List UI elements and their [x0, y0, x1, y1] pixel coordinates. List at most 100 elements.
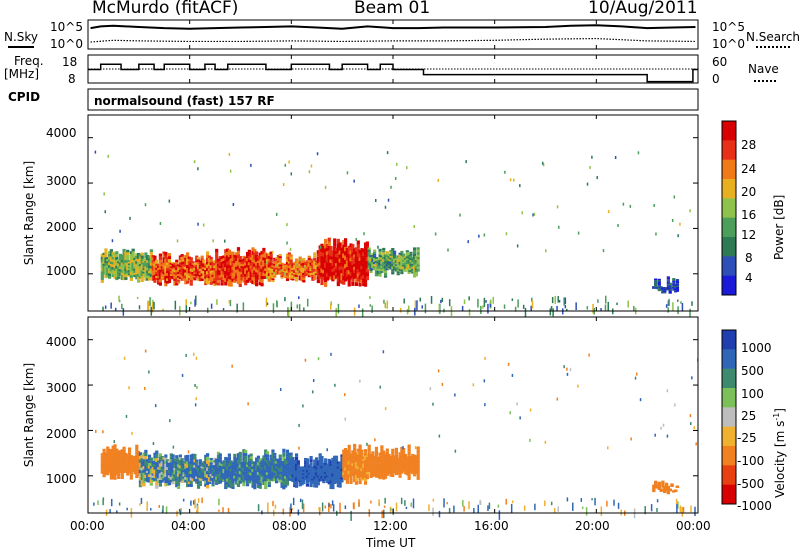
- heatmap-cell: [393, 254, 397, 257]
- heatmap-cell: [106, 259, 110, 262]
- heatmap-speck: [403, 298, 405, 304]
- heatmap-cell: [117, 476, 121, 479]
- heatmap-cell: [215, 263, 219, 267]
- heatmap-speck: [284, 297, 286, 302]
- heatmap-speck: [676, 504, 678, 513]
- heatmap-cell: [256, 255, 261, 259]
- heatmap-cell: [349, 272, 353, 276]
- heatmap-speck: [689, 209, 691, 213]
- heatmap-cell: [135, 255, 139, 259]
- power-cbar-label: Power [dB]: [772, 194, 786, 260]
- heatmap-cell: [253, 480, 257, 484]
- heatmap-cell: [173, 276, 177, 279]
- heatmap-cell: [385, 258, 389, 261]
- heatmap-cell: [304, 460, 308, 463]
- heatmap-cell: [294, 470, 299, 475]
- heatmap-cell: [137, 252, 141, 256]
- heatmap-cell: [200, 473, 204, 476]
- heatmap-speck: [152, 442, 155, 446]
- heatmap-cell: [298, 474, 302, 477]
- heatmap-cell: [374, 264, 379, 267]
- heatmap-cell: [282, 271, 286, 274]
- heatmap-cell: [260, 265, 264, 269]
- heatmap-cell: [113, 462, 117, 466]
- heatmap-cell: [160, 266, 164, 268]
- heatmap-cell: [253, 461, 257, 465]
- heatmap-cell: [267, 264, 271, 268]
- heatmap-cell: [120, 272, 124, 276]
- heatmap-cell: [195, 260, 199, 263]
- heatmap-cell: [104, 459, 108, 462]
- heatmap-cell: [325, 465, 330, 468]
- heatmap-speck: [282, 508, 285, 515]
- heatmap-cell: [331, 460, 335, 465]
- heatmap-cell: [369, 257, 373, 259]
- heatmap-cell: [278, 476, 282, 480]
- heatmap-cell: [367, 260, 371, 263]
- heatmap-cell: [264, 473, 268, 478]
- heatmap-speck: [629, 204, 632, 208]
- heatmap-cell: [198, 475, 202, 479]
- heatmap-cell: [167, 480, 172, 483]
- heatmap-cell: [236, 476, 241, 481]
- heatmap-cell: [391, 454, 395, 458]
- heatmap-cell: [296, 263, 300, 265]
- heatmap-cell: [213, 479, 217, 482]
- heatmap-cell: [276, 471, 281, 474]
- heatmap-cell: [153, 478, 157, 481]
- heatmap-cell: [106, 463, 110, 467]
- heatmap-cell: [209, 478, 213, 481]
- heatmap-cell: [182, 275, 186, 279]
- heatmap-cell: [293, 484, 297, 488]
- heatmap-cell: [180, 470, 184, 473]
- heatmap-cell: [391, 460, 395, 463]
- heatmap-cell: [394, 267, 399, 269]
- heatmap-speck: [332, 504, 335, 512]
- heatmap-cell: [305, 466, 310, 470]
- heatmap-cell: [158, 469, 163, 474]
- heatmap-cell: [407, 256, 411, 259]
- heatmap-cell: [209, 460, 213, 463]
- heatmap-cell: [202, 276, 206, 279]
- heatmap-cell: [398, 268, 402, 271]
- heatmap-cell: [664, 488, 669, 491]
- heatmap-cell: [173, 476, 177, 479]
- heatmap-cell: [209, 462, 213, 465]
- heatmap-cell: [274, 480, 279, 484]
- heatmap-cell: [369, 265, 373, 268]
- heatmap-cell: [191, 271, 195, 274]
- heatmap-cell: [155, 461, 159, 466]
- heatmap-cell: [356, 273, 360, 278]
- heatmap-cell: [398, 259, 402, 262]
- heatmap-cell: [167, 477, 172, 481]
- heatmap-cell: [195, 474, 199, 477]
- heatmap-cell: [402, 462, 406, 465]
- heatmap-cell: [113, 276, 117, 279]
- heatmap-cell: [235, 263, 239, 267]
- heatmap-cell: [175, 477, 179, 481]
- heatmap-cell: [305, 461, 310, 464]
- heatmap-cell: [173, 470, 177, 473]
- heatmap-cell: [247, 262, 251, 266]
- heatmap-cell: [405, 462, 409, 465]
- heatmap-cell: [273, 259, 277, 262]
- heatmap-cell: [180, 465, 184, 469]
- heatmap-cell: [318, 458, 322, 462]
- heatmap-cell: [176, 273, 181, 276]
- heatmap-cell: [313, 271, 317, 275]
- heatmap-cell: [225, 463, 230, 467]
- heatmap-cell: [322, 468, 326, 471]
- heatmap-cell: [398, 452, 402, 455]
- heatmap-cell: [222, 464, 226, 467]
- heatmap-speck: [606, 500, 608, 507]
- heatmap-cell: [213, 265, 217, 268]
- heatmap-cell: [233, 274, 237, 278]
- heatmap-cell: [195, 257, 199, 261]
- heatmap-cell: [182, 273, 186, 276]
- heatmap-cell: [229, 463, 233, 466]
- heatmap-cell: [260, 258, 264, 262]
- heatmap-cell: [331, 486, 335, 490]
- heatmap-cell: [302, 466, 306, 469]
- heatmap-cell: [296, 264, 300, 267]
- heatmap-cell: [412, 256, 417, 260]
